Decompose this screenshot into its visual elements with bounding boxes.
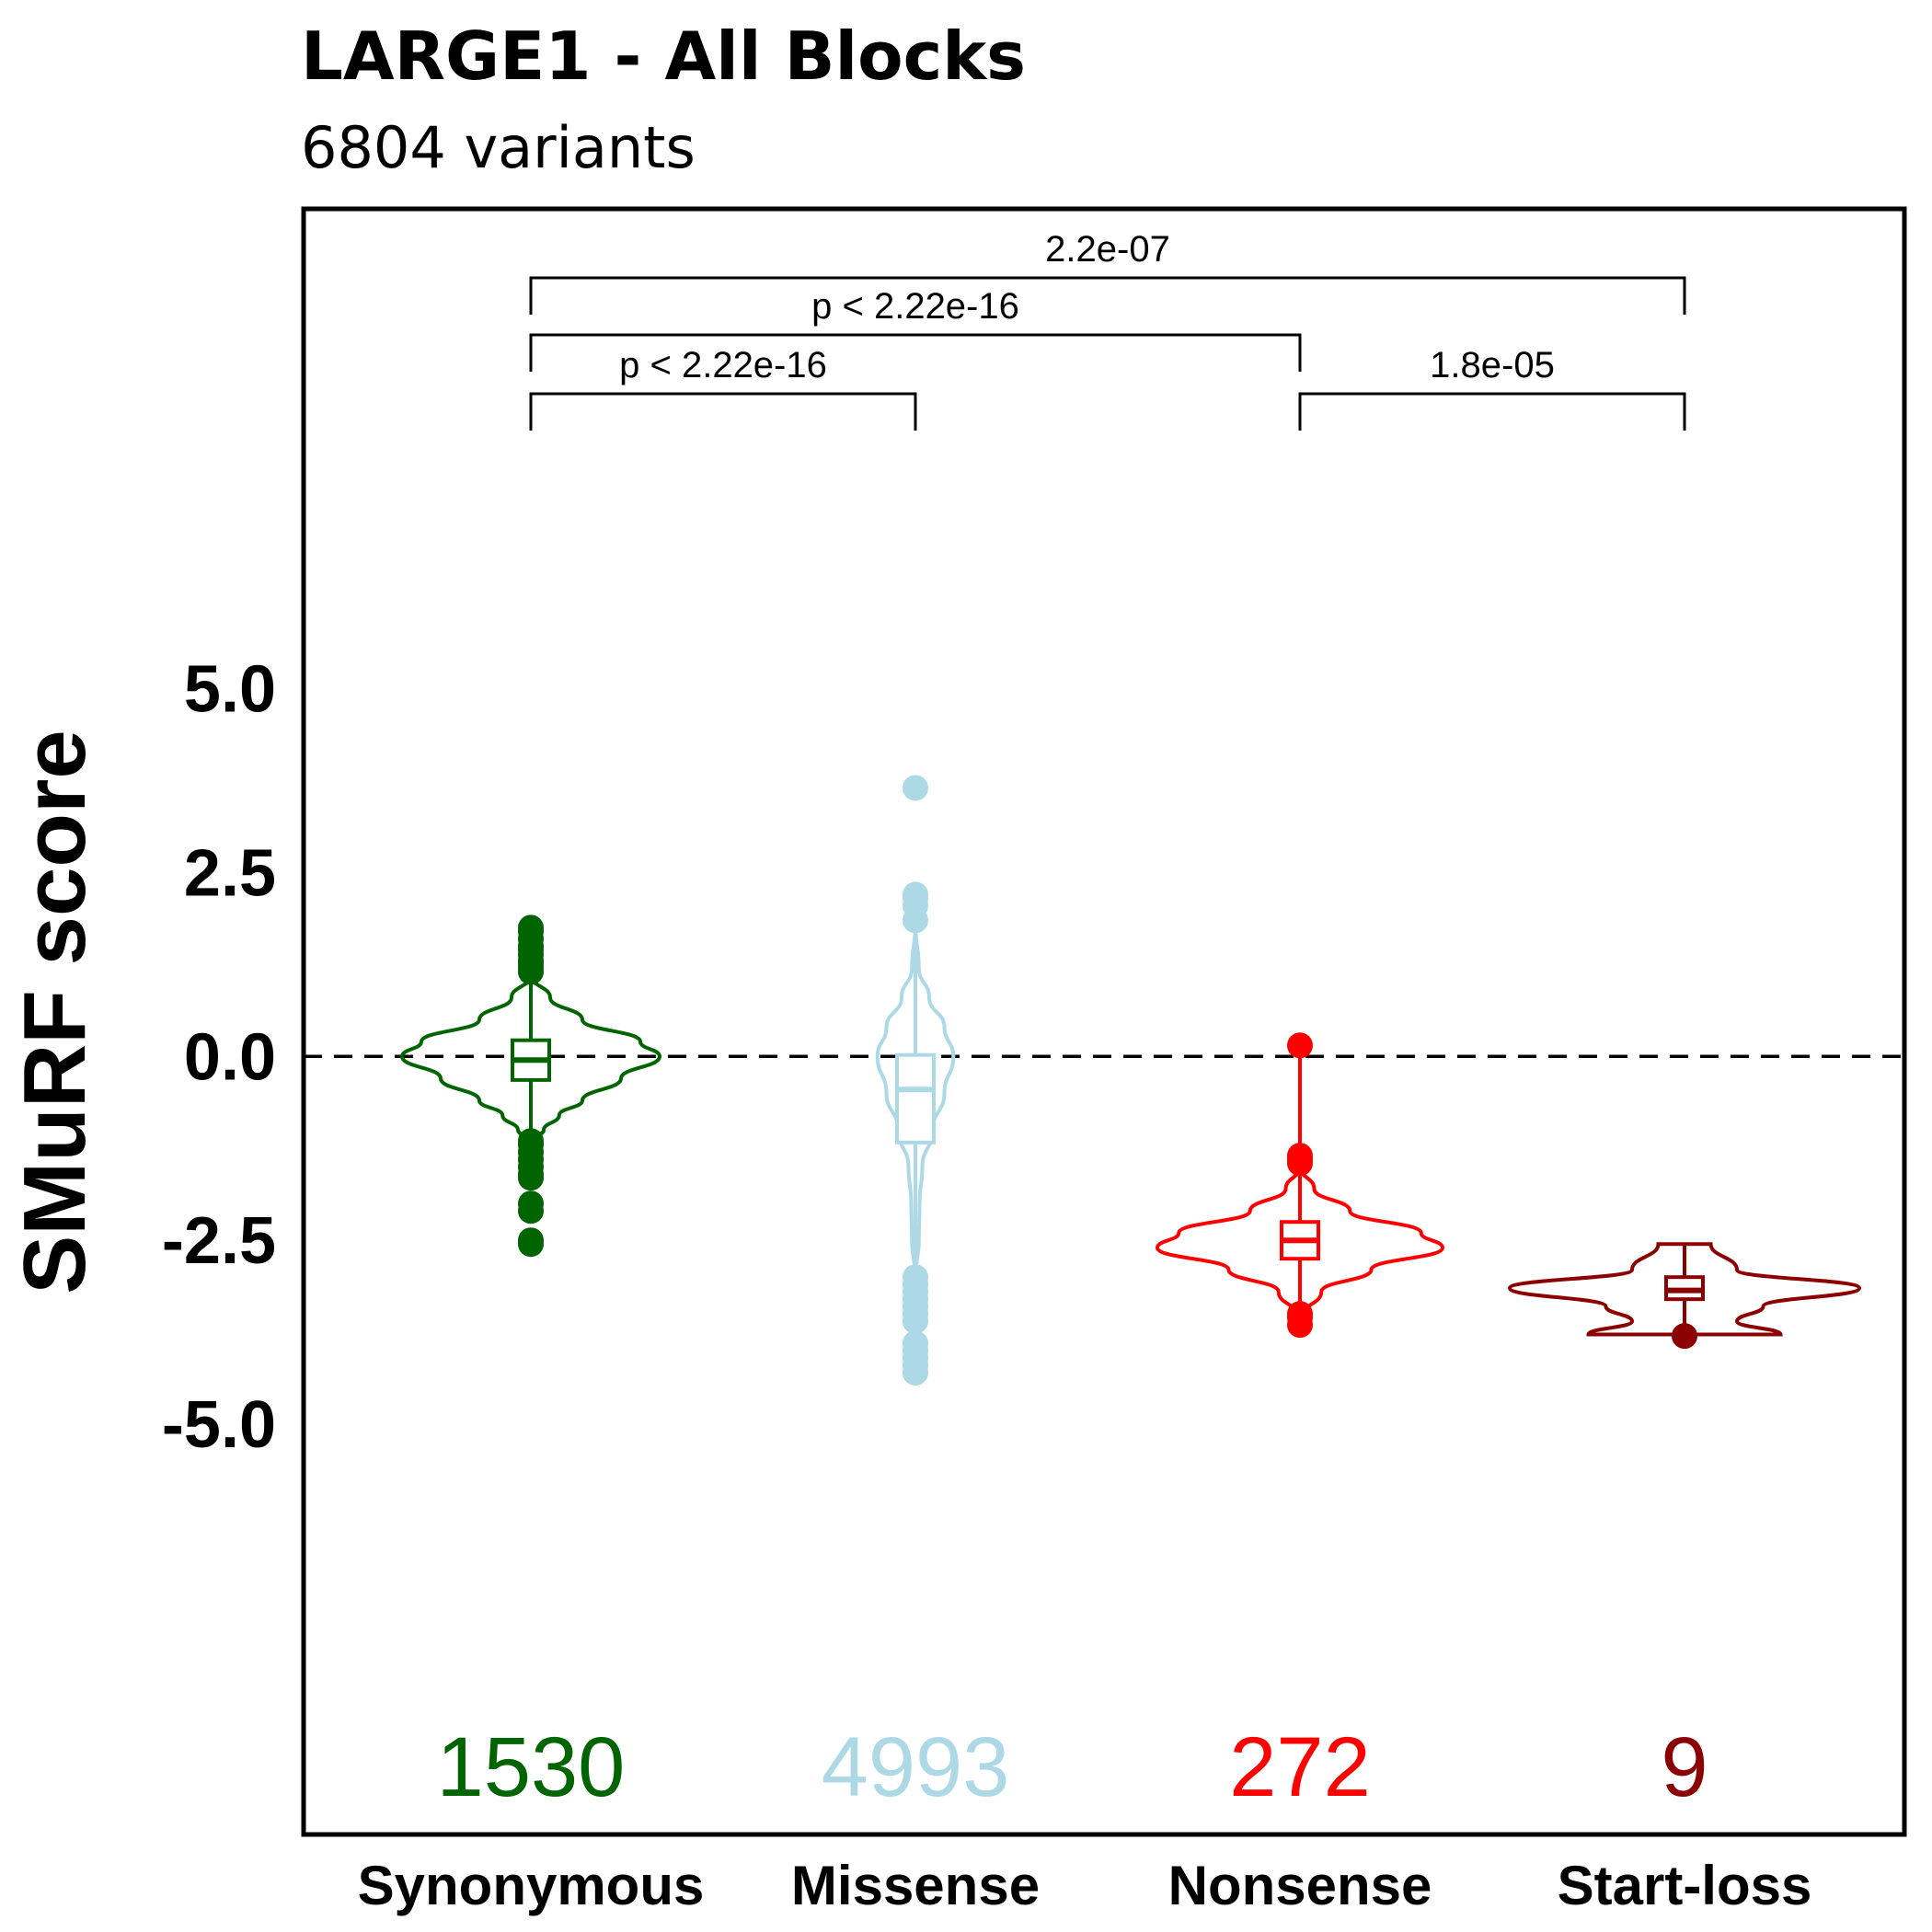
x-tick-label: Start-loss	[1558, 1855, 1812, 1916]
comparison-bracket	[529, 333, 1302, 372]
outlier-point	[1672, 1323, 1697, 1350]
outlier-point	[1287, 1032, 1313, 1059]
count-label: 272	[1229, 1720, 1371, 1814]
p-value-label: p < 2.22e-16	[619, 345, 827, 385]
y-tick-label: -2.5	[162, 1204, 276, 1278]
count-label: 9	[1661, 1720, 1708, 1814]
outlier-point	[518, 1165, 544, 1191]
p-value-label: 2.2e-07	[1045, 229, 1170, 270]
outlier-point	[903, 907, 928, 934]
outlier-point	[1287, 1150, 1313, 1177]
p-value-label: 1.8e-05	[1430, 345, 1555, 385]
outlier-point	[518, 959, 544, 985]
comparison-bracket	[529, 392, 917, 431]
y-tick-label: 5.0	[184, 653, 276, 727]
y-tick-label: 0.0	[184, 1020, 276, 1094]
chart-subtitle: 6804 variants	[301, 114, 696, 181]
x-tick-label: Missense	[791, 1855, 1040, 1916]
count-label: 4993	[822, 1720, 1010, 1814]
plot-panel	[301, 206, 1907, 1837]
y-axis-label: SMuRF score	[6, 730, 104, 1294]
x-tick-label: Nonsense	[1168, 1855, 1432, 1916]
y-tick-label: -5.0	[162, 1388, 276, 1462]
outlier-point	[518, 1231, 544, 1258]
x-tick-label: Synonymous	[358, 1855, 705, 1916]
comparison-bracket	[529, 276, 1686, 315]
outlier-point	[903, 1308, 928, 1335]
outlier-point	[903, 1360, 928, 1386]
outlier-point	[903, 775, 928, 801]
outlier-point	[518, 1198, 544, 1225]
comparison-bracket	[1298, 392, 1686, 431]
p-value-label: p < 2.22e-16	[811, 286, 1019, 327]
y-tick-label: 2.5	[184, 836, 276, 910]
box	[895, 1052, 936, 1144]
outlier-point	[1287, 1312, 1313, 1339]
count-label: 1530	[437, 1720, 626, 1814]
chart-title: LARGE1 - All Blocks	[301, 17, 1026, 95]
